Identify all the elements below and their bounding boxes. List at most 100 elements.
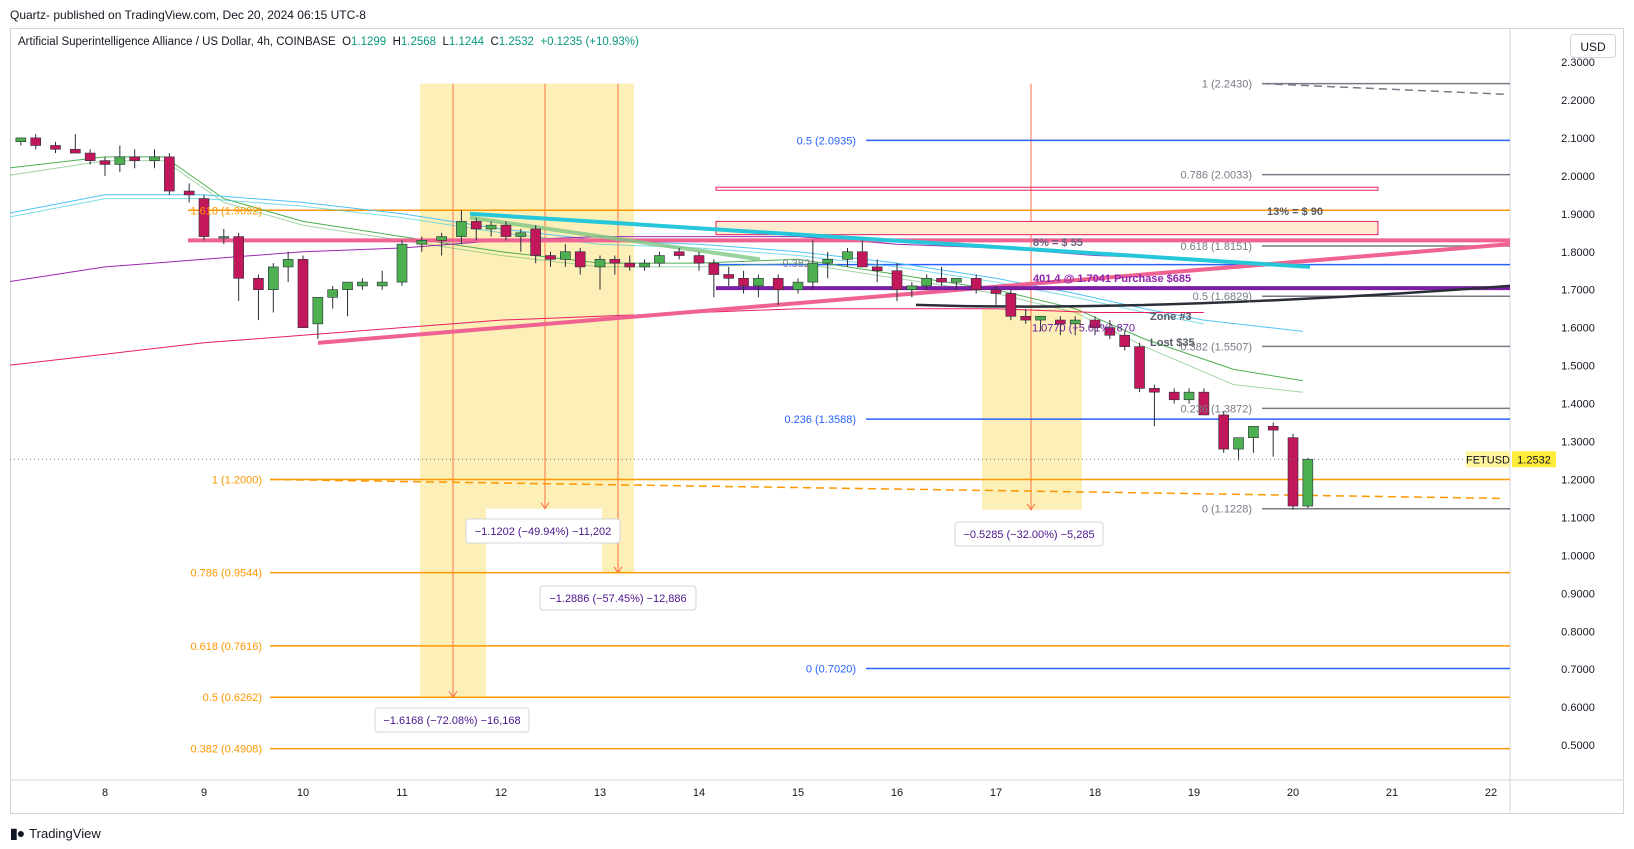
x-tick-label: 19	[1188, 787, 1200, 799]
candle-body	[470, 221, 482, 230]
measure-label: −0.5285 (−32.00%) −5,285	[963, 529, 1094, 541]
measure-box-2	[486, 83, 602, 509]
candle-body	[30, 137, 42, 146]
y-tick-label: 2.2000	[1561, 95, 1595, 107]
ma-red-slow	[10, 308, 1204, 366]
candle-body	[282, 259, 294, 268]
candle-body	[1198, 391, 1210, 416]
measure-label-box	[954, 521, 1104, 547]
candle-body	[297, 259, 309, 328]
measure-box-4	[982, 308, 1082, 510]
candle-body	[951, 278, 962, 283]
fib-level-label: 0.5 (2.0935)	[797, 135, 856, 147]
footer: ▮● TradingView	[10, 825, 101, 842]
candle-body	[921, 278, 933, 287]
candle-body	[1134, 346, 1145, 389]
candle-body	[312, 296, 324, 325]
candle-body	[218, 236, 230, 239]
chart-frame	[10, 28, 1624, 814]
x-tick-label: 8	[102, 787, 108, 799]
fib-level-label: 0.786 (2.0033)	[1180, 170, 1252, 182]
note-zone-3: Zone #3	[1150, 311, 1192, 323]
fib-level-label: 0 (0.7020)	[806, 663, 856, 675]
candle-body	[327, 289, 339, 298]
low-value: 1.1244	[448, 36, 485, 48]
candle-body	[376, 281, 388, 287]
x-tick-label: 21	[1386, 787, 1398, 799]
candle-body	[500, 224, 512, 237]
fib-level-label: 1.618 (1.9092)	[190, 205, 262, 217]
y-tick-label: 2.3000	[1561, 57, 1595, 69]
thick-cyan-line	[469, 211, 1311, 269]
y-tick-label: 1.9000	[1561, 209, 1595, 221]
candle-body	[990, 289, 1002, 294]
measure-arrow-head	[1026, 503, 1036, 511]
fib-level-label: 0.618 (0.7616)	[190, 641, 262, 653]
close-value: 1.2532	[498, 36, 534, 48]
candle-body	[1168, 391, 1180, 401]
symbol-name: Artificial Superintelligence Alliance / …	[18, 36, 336, 48]
thick-green-line	[469, 215, 761, 262]
candle-body	[639, 262, 650, 268]
candle-body	[936, 278, 947, 283]
candle-body	[1233, 437, 1244, 450]
footer-brand: TradingView	[29, 826, 101, 841]
measure-label-box	[465, 518, 621, 544]
candle-body	[624, 262, 636, 268]
x-tick-label: 15	[792, 787, 804, 799]
measure-label: −1.2886 (−57.45%) −12,886	[549, 593, 686, 605]
fib-level-label: 0.236 (1.3588)	[784, 414, 856, 426]
y-tick-label: 1.8000	[1561, 247, 1595, 259]
note-8-percent: 8% = $ 55	[1033, 237, 1083, 249]
candle-body	[560, 251, 571, 260]
thick-pink-rising-line	[317, 242, 1510, 345]
candle-body	[1055, 319, 1066, 325]
measure-label-box	[539, 585, 697, 611]
candle-body	[342, 281, 353, 290]
candle-body	[654, 255, 665, 264]
x-tick-label: 10	[297, 787, 309, 799]
dashed-trendline	[1261, 82, 1506, 96]
candle-body	[515, 232, 527, 237]
top-bar: Quartz- published on TradingView.com, De…	[0, 0, 1634, 28]
candle-body	[416, 240, 428, 245]
candle-body	[753, 278, 764, 287]
y-tick-label: 1.0000	[1561, 550, 1595, 562]
y-tick-label: 1.5000	[1561, 361, 1595, 373]
candle-body	[1267, 426, 1279, 431]
candle-body	[1035, 315, 1046, 321]
candle-body	[871, 266, 883, 272]
y-tick-label: 0.9000	[1561, 588, 1595, 600]
candle-body	[906, 285, 918, 290]
candle-body	[396, 243, 408, 283]
ma-cyan	[10, 194, 1303, 332]
candle-body	[1149, 388, 1160, 393]
candle-body	[198, 198, 210, 237]
dashed-trendline	[269, 478, 1506, 500]
candle-body	[84, 152, 96, 161]
x-tick-label: 14	[693, 787, 705, 799]
y-tick-label: 1.1000	[1561, 512, 1595, 524]
x-tick-label: 12	[495, 787, 507, 799]
candle-body	[267, 266, 279, 290]
measure-label: −1.1202 (−49.94%) −11,202	[475, 526, 612, 538]
fib-level-label: 0.382 (1.5507)	[1180, 341, 1252, 353]
y-tick-label: 1.2000	[1561, 474, 1595, 486]
high-label: H	[392, 36, 401, 48]
candle-body	[1302, 458, 1314, 507]
y-tick-label: 0.5000	[1561, 740, 1595, 752]
close-label: C	[490, 36, 499, 48]
candle-body	[253, 278, 264, 291]
candle-body	[822, 259, 834, 264]
candle-body	[1119, 334, 1130, 347]
currency-button[interactable]: USD	[1570, 34, 1616, 58]
candle-body	[99, 160, 111, 165]
publication-line: Quartz- published on TradingView.com, De…	[10, 8, 366, 22]
candle-body	[1104, 327, 1116, 336]
candle-body	[1287, 437, 1299, 507]
high-value: 1.2568	[400, 36, 437, 48]
candle-body	[1218, 414, 1229, 450]
measure-label-box	[374, 707, 530, 733]
candle-body	[114, 156, 126, 165]
